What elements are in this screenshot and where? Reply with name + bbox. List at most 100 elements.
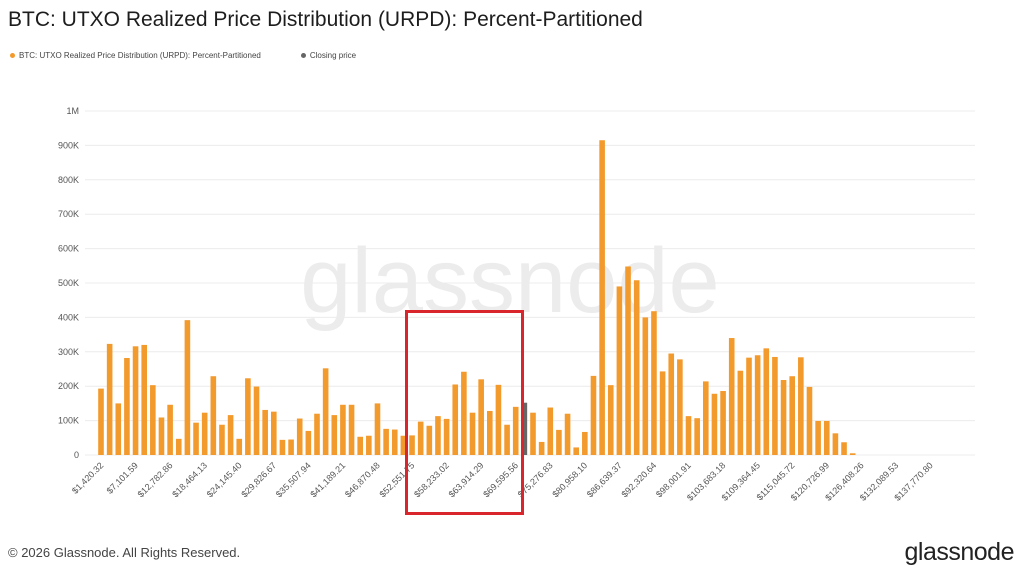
urpd-bar[interactable]	[435, 416, 441, 455]
urpd-bar[interactable]	[849, 453, 856, 455]
urpd-bar[interactable]	[616, 286, 623, 455]
urpd-bar[interactable]	[383, 428, 389, 455]
urpd-bar[interactable]	[789, 376, 795, 455]
urpd-bar[interactable]	[512, 406, 519, 455]
y-tick-label: 600K	[58, 244, 79, 254]
urpd-bar[interactable]	[124, 357, 130, 455]
copyright: © 2026 Glassnode. All Rights Reserved.	[8, 545, 241, 560]
urpd-bar[interactable]	[556, 429, 562, 455]
urpd-bar[interactable]	[141, 344, 147, 455]
urpd-bar[interactable]	[452, 384, 459, 455]
urpd-bar[interactable]	[210, 376, 217, 455]
urpd-bar[interactable]	[158, 417, 165, 455]
urpd-bar[interactable]	[547, 407, 554, 455]
urpd-bar[interactable]	[841, 442, 847, 455]
x-tick-label: $92,320.64	[619, 460, 658, 499]
closing-price-bar[interactable]	[521, 402, 528, 455]
urpd-bar[interactable]	[590, 375, 597, 455]
urpd-bar[interactable]	[409, 435, 415, 455]
urpd-bar[interactable]	[720, 391, 726, 455]
urpd-bar[interactable]	[417, 421, 424, 455]
urpd-bar[interactable]	[322, 368, 329, 455]
urpd-bar[interactable]	[150, 385, 156, 455]
urpd-bar[interactable]	[262, 409, 268, 455]
urpd-bar[interactable]	[564, 413, 571, 455]
urpd-bar[interactable]	[426, 425, 433, 455]
urpd-bar[interactable]	[193, 422, 199, 455]
urpd-bar[interactable]	[642, 317, 649, 455]
urpd-bar[interactable]	[400, 435, 407, 455]
y-tick-label: 200K	[58, 381, 79, 391]
urpd-bar[interactable]	[504, 424, 510, 455]
urpd-bar[interactable]	[184, 320, 191, 455]
urpd-bar[interactable]	[823, 420, 830, 455]
urpd-bar[interactable]	[703, 381, 709, 455]
urpd-bar[interactable]	[374, 403, 381, 455]
urpd-bar[interactable]	[832, 433, 839, 455]
urpd-bar[interactable]	[495, 384, 502, 455]
y-tick-label: 800K	[58, 175, 79, 185]
urpd-bar[interactable]	[366, 435, 372, 455]
urpd-bar[interactable]	[633, 280, 640, 455]
urpd-bar[interactable]	[728, 338, 735, 455]
urpd-bar[interactable]	[582, 431, 588, 455]
urpd-bar[interactable]	[694, 418, 700, 455]
urpd-bar[interactable]	[625, 266, 631, 455]
urpd-bar[interactable]	[530, 412, 536, 455]
urpd-bar[interactable]	[711, 393, 718, 455]
urpd-bar[interactable]	[798, 357, 804, 455]
urpd-bar[interactable]	[314, 413, 320, 455]
urpd-bar[interactable]	[806, 386, 813, 455]
urpd-bar[interactable]	[599, 140, 605, 456]
legend-item-urpd[interactable]: BTC: UTXO Realized Price Distribution (U…	[10, 51, 261, 60]
urpd-bar[interactable]	[651, 311, 657, 455]
urpd-bar[interactable]	[754, 355, 761, 455]
urpd-bar[interactable]	[115, 403, 122, 455]
y-tick-label: 0	[74, 450, 79, 460]
urpd-bar[interactable]	[288, 439, 294, 455]
urpd-bar[interactable]	[391, 429, 398, 455]
urpd-bar[interactable]	[175, 438, 182, 455]
urpd-bar[interactable]	[305, 430, 312, 455]
urpd-bar[interactable]	[746, 357, 752, 455]
x-tick-label: $1,420.32	[70, 460, 105, 495]
urpd-bar[interactable]	[668, 353, 675, 455]
urpd-bar[interactable]	[201, 412, 208, 455]
urpd-bar[interactable]	[219, 424, 225, 455]
urpd-bar[interactable]	[271, 411, 277, 455]
urpd-bar[interactable]	[478, 379, 484, 455]
urpd-bar[interactable]	[227, 415, 234, 455]
urpd-bar[interactable]	[659, 371, 666, 455]
urpd-bar[interactable]	[253, 386, 260, 455]
urpd-bar[interactable]	[348, 404, 355, 455]
urpd-bar[interactable]	[573, 447, 579, 455]
x-tick-label: $18,464.13	[170, 460, 209, 499]
urpd-bar[interactable]	[815, 420, 821, 455]
urpd-bar[interactable]	[685, 416, 692, 455]
urpd-bar[interactable]	[443, 418, 450, 455]
urpd-bar[interactable]	[279, 439, 286, 455]
urpd-bar[interactable]	[469, 412, 476, 455]
urpd-bar[interactable]	[245, 378, 251, 455]
urpd-bar[interactable]	[737, 370, 744, 455]
urpd-bar[interactable]	[487, 410, 493, 455]
urpd-bar[interactable]	[106, 343, 113, 455]
urpd-bar[interactable]	[780, 380, 787, 455]
urpd-bar[interactable]	[331, 415, 338, 455]
urpd-bar[interactable]	[236, 438, 243, 455]
urpd-bar[interactable]	[98, 388, 104, 455]
legend-item-closing-price[interactable]: Closing price	[300, 51, 357, 60]
urpd-bar[interactable]	[340, 404, 346, 455]
urpd-bar[interactable]	[132, 346, 139, 455]
urpd-bar[interactable]	[607, 385, 614, 455]
urpd-bar[interactable]	[296, 418, 303, 455]
x-tick-label: $35,507.94	[274, 460, 313, 499]
legend-label: Closing price	[309, 51, 357, 60]
urpd-bar[interactable]	[772, 356, 778, 455]
urpd-bar[interactable]	[763, 348, 770, 455]
urpd-bar[interactable]	[461, 371, 467, 455]
urpd-bar[interactable]	[677, 359, 683, 455]
urpd-bar[interactable]	[357, 436, 363, 455]
urpd-bar[interactable]	[538, 441, 545, 455]
urpd-bar[interactable]	[167, 404, 173, 455]
